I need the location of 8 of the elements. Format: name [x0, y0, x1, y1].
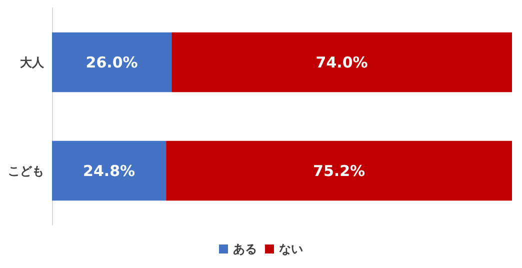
- data-label: 75.2%: [313, 162, 366, 180]
- legend-label: ある: [233, 242, 257, 256]
- y-tick-label: こども: [8, 164, 44, 178]
- legend-label: ない: [279, 242, 303, 256]
- data-label: 74.0%: [316, 53, 368, 72]
- data-label: 24.8%: [83, 162, 136, 180]
- y-tick-label: 大人: [20, 55, 45, 70]
- data-label: 26.0%: [86, 53, 138, 72]
